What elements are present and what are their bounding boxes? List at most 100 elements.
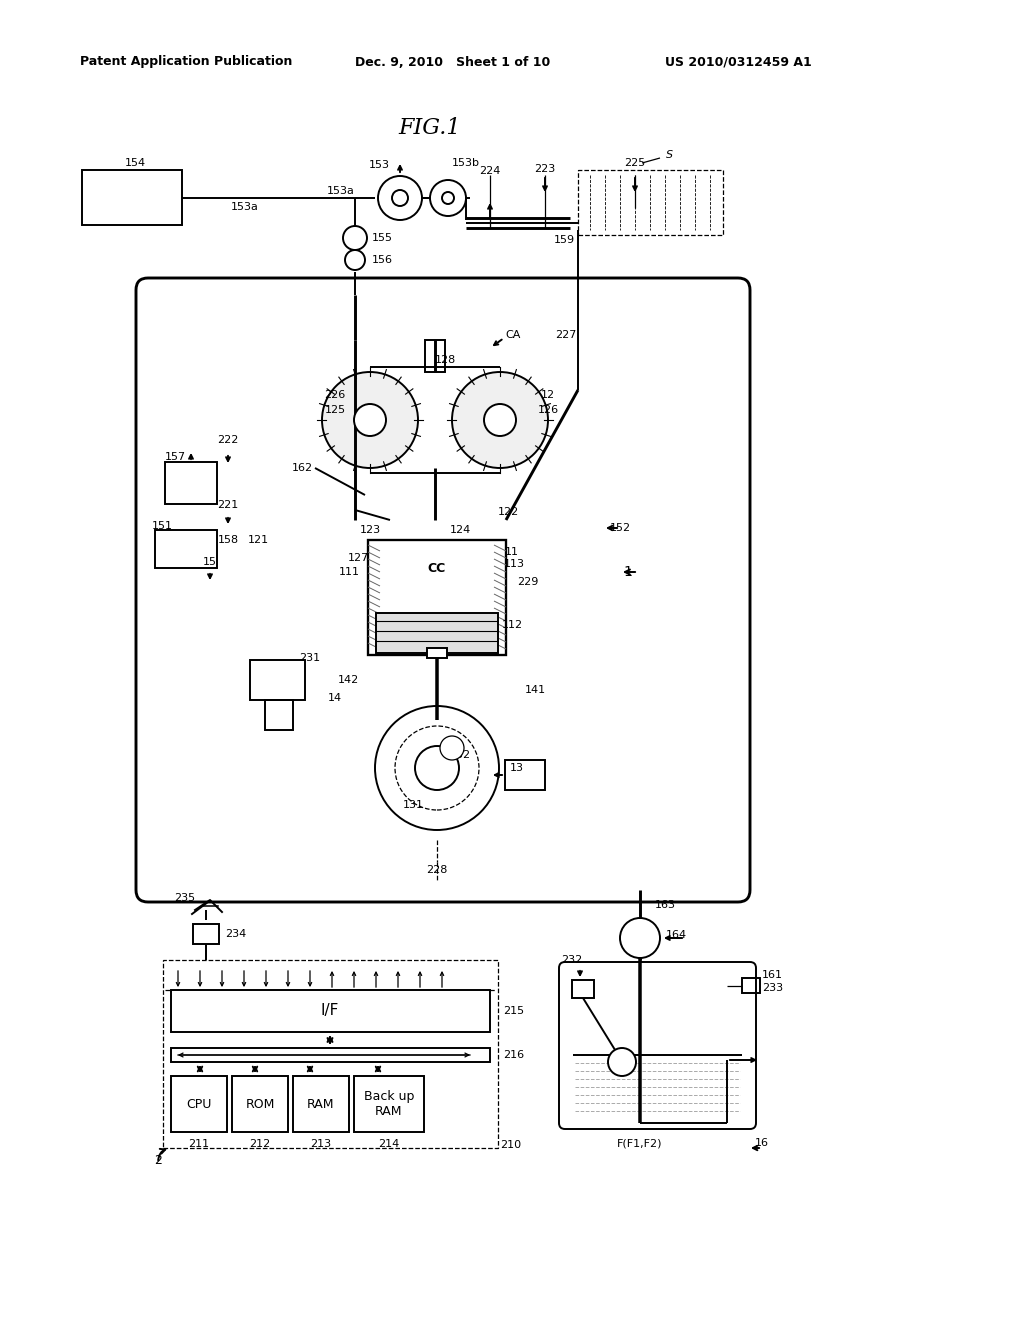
Circle shape: [415, 746, 459, 789]
Text: CA: CA: [505, 330, 520, 341]
Text: 221: 221: [217, 500, 239, 510]
Text: 152: 152: [610, 523, 631, 533]
Circle shape: [442, 191, 454, 205]
Text: 11: 11: [505, 546, 519, 557]
Text: 111: 111: [339, 568, 360, 577]
Circle shape: [608, 1048, 636, 1076]
Text: 228: 228: [426, 865, 447, 875]
Text: 1: 1: [624, 565, 633, 579]
Text: F(F1,F2): F(F1,F2): [617, 1138, 663, 1148]
Text: 142: 142: [337, 675, 358, 685]
Text: ROM: ROM: [246, 1097, 274, 1110]
Bar: [165, 462, 217, 504]
Text: 156: 156: [372, 255, 393, 265]
Text: 154: 154: [125, 158, 145, 168]
Text: 131: 131: [402, 800, 424, 810]
Text: 225: 225: [625, 158, 645, 168]
Text: 222: 222: [217, 436, 239, 445]
Bar: [354, 1076, 424, 1133]
Bar: [155, 531, 217, 568]
Bar: [193, 924, 219, 944]
Bar: [742, 978, 760, 993]
Text: 141: 141: [525, 685, 546, 696]
Bar: [171, 1076, 227, 1133]
Text: 153: 153: [369, 160, 390, 170]
Text: 223: 223: [535, 164, 556, 174]
Bar: [578, 170, 723, 235]
Text: 155: 155: [372, 234, 393, 243]
Text: 164: 164: [666, 931, 687, 940]
Text: 151: 151: [152, 521, 173, 531]
Text: 227: 227: [555, 330, 577, 341]
Text: 132: 132: [450, 750, 471, 760]
Circle shape: [452, 372, 548, 469]
FancyBboxPatch shape: [559, 962, 756, 1129]
Text: 232: 232: [561, 954, 583, 965]
Text: 226: 226: [325, 389, 346, 400]
Text: S: S: [667, 150, 674, 160]
Text: 113: 113: [504, 558, 524, 569]
Text: 153b: 153b: [452, 158, 480, 168]
Circle shape: [343, 226, 367, 249]
Text: US 2010/0312459 A1: US 2010/0312459 A1: [665, 55, 812, 69]
Circle shape: [484, 404, 516, 436]
Circle shape: [440, 737, 464, 760]
Bar: [171, 1048, 490, 1063]
Circle shape: [354, 404, 386, 436]
Bar: [232, 1076, 288, 1133]
Bar: [368, 540, 506, 655]
Text: Back up
RAM: Back up RAM: [364, 1090, 414, 1118]
Bar: [505, 760, 545, 789]
Text: 13: 13: [510, 763, 524, 774]
Bar: [376, 612, 498, 653]
Text: 162: 162: [292, 463, 312, 473]
Text: 153a: 153a: [231, 202, 259, 213]
Text: 235: 235: [174, 894, 196, 903]
Text: 231: 231: [299, 653, 321, 663]
Text: 153a: 153a: [327, 186, 355, 195]
Text: 233: 233: [762, 983, 783, 993]
Text: CC: CC: [428, 561, 446, 574]
Text: CPU: CPU: [186, 1097, 212, 1110]
Text: FIG.1: FIG.1: [398, 117, 461, 139]
Text: 215: 215: [503, 1006, 524, 1016]
Circle shape: [322, 372, 418, 469]
Circle shape: [430, 180, 466, 216]
Text: 15: 15: [203, 557, 217, 568]
Text: Dec. 9, 2010   Sheet 1 of 10: Dec. 9, 2010 Sheet 1 of 10: [355, 55, 550, 69]
Text: 161: 161: [762, 970, 783, 979]
Text: 127: 127: [347, 553, 369, 564]
Circle shape: [378, 176, 422, 220]
Bar: [171, 990, 490, 1032]
Text: I/F: I/F: [321, 1003, 339, 1019]
Text: 224: 224: [479, 166, 501, 176]
Text: Patent Application Publication: Patent Application Publication: [80, 55, 293, 69]
Bar: [265, 700, 293, 730]
Text: 214: 214: [379, 1139, 399, 1148]
Bar: [163, 960, 498, 1148]
Text: 112: 112: [502, 620, 522, 630]
Text: 163: 163: [655, 900, 676, 909]
Text: 216: 216: [503, 1049, 524, 1060]
Text: 229: 229: [517, 577, 539, 587]
Text: 213: 213: [310, 1139, 332, 1148]
Text: 123: 123: [359, 525, 381, 535]
Text: 158: 158: [217, 535, 239, 545]
Bar: [250, 660, 305, 700]
Text: 128: 128: [434, 355, 456, 366]
Text: RAM: RAM: [307, 1097, 335, 1110]
Circle shape: [345, 249, 365, 271]
Text: 211: 211: [188, 1139, 210, 1148]
Bar: [293, 1076, 349, 1133]
Circle shape: [392, 190, 408, 206]
Text: 210: 210: [500, 1140, 521, 1150]
Text: 2: 2: [154, 1154, 162, 1167]
Text: 122: 122: [498, 507, 518, 517]
Bar: [425, 341, 445, 372]
Text: 125: 125: [325, 405, 345, 414]
Text: 14: 14: [328, 693, 342, 704]
Bar: [427, 648, 447, 657]
Bar: [82, 170, 182, 224]
Text: 234: 234: [225, 929, 246, 939]
Text: 126: 126: [538, 405, 558, 414]
